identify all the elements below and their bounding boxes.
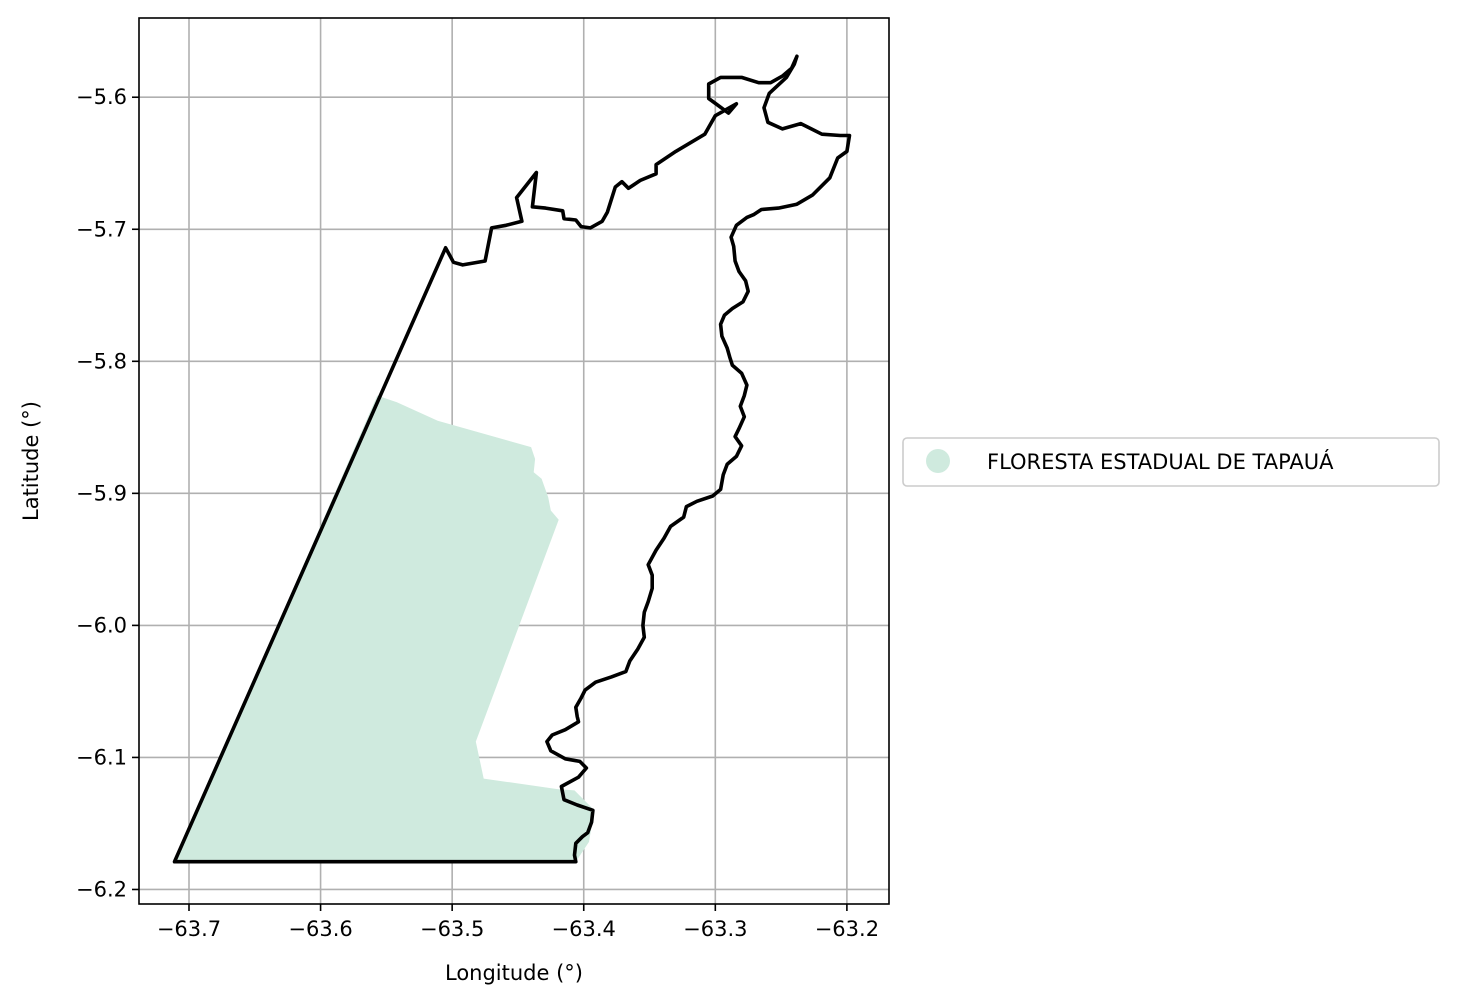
x-axis-label: Longitude (°) — [445, 961, 583, 985]
x-tick-label: −63.7 — [157, 917, 221, 941]
y-tick-label: −6.2 — [76, 877, 127, 901]
x-tick-label: −63.3 — [683, 917, 747, 941]
y-tick-label: −5.7 — [76, 217, 127, 241]
forest-boundary-outline — [172, 54, 852, 864]
x-tick-label: −63.4 — [552, 917, 616, 941]
plot-frame — [138, 17, 890, 905]
y-axis-label: Latitude (°) — [19, 401, 43, 521]
legend-marker — [926, 449, 950, 473]
x-tick-label: −63.6 — [288, 917, 352, 941]
y-tick-label: −6.0 — [76, 613, 127, 637]
y-tick-label: −6.1 — [76, 745, 127, 769]
legend: FLORESTA ESTADUAL DE TAPAUÁ — [902, 437, 1440, 487]
legend-frame — [902, 437, 1440, 487]
map-layer — [172, 54, 852, 864]
y-tick-label: −5.9 — [76, 481, 127, 505]
y-tick-label: −5.6 — [76, 85, 127, 109]
legend-entry-label: FLORESTA ESTADUAL DE TAPAUÁ — [987, 449, 1334, 474]
x-tick-label: −63.2 — [815, 917, 879, 941]
axis-ticks: −63.7 −63.6 −63.5 −63.4 −63.3 −63.2 −5.6 −5.7 −5… — [76, 85, 879, 941]
forest-filled-area — [174, 395, 595, 862]
x-tick-label: −63.5 — [420, 917, 484, 941]
y-tick-label: −5.8 — [76, 349, 127, 373]
